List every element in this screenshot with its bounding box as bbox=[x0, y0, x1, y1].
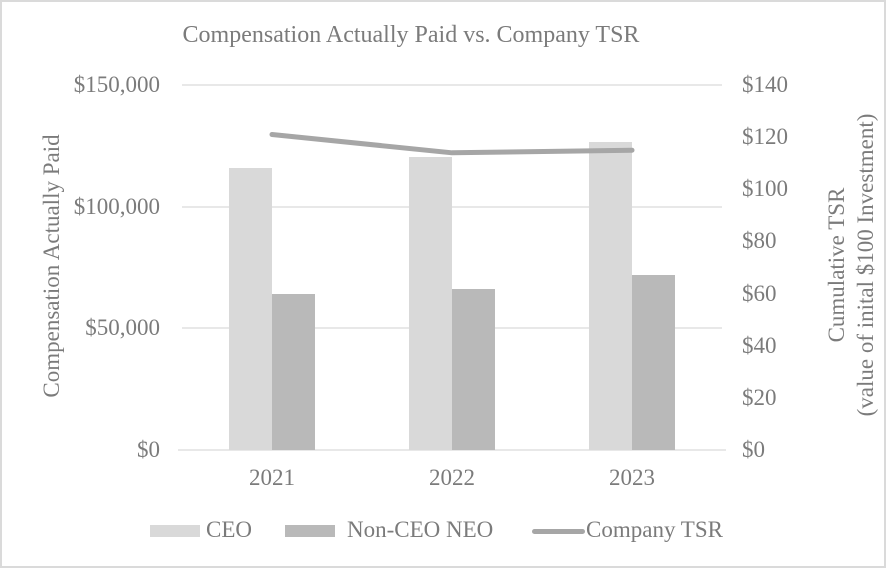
right-axis-title-line1: Cumulative TSR bbox=[824, 187, 849, 343]
right-axis-tick-label: $20 bbox=[742, 384, 777, 410]
right-axis-tick-label: $100 bbox=[742, 176, 788, 202]
bar-ceo-2023 bbox=[589, 142, 632, 450]
left-axis-tick-label: $100,000 bbox=[73, 193, 160, 219]
gridline bbox=[182, 205, 722, 208]
right-axis-tick-label: $60 bbox=[742, 280, 777, 306]
left-axis-title: Compensation Actually Paid bbox=[39, 134, 64, 398]
left-axis-tick-label: $50,000 bbox=[85, 315, 160, 341]
chart-title: Compensation Actually Paid vs. Company T… bbox=[182, 22, 640, 48]
x-axis-label-2021: 2021 bbox=[249, 465, 295, 490]
x-axis-line bbox=[178, 449, 726, 451]
right-axis-title: Cumulative TSR (value of inital $100 Inv… bbox=[822, 114, 880, 417]
left-axis-tick-label: $0 bbox=[137, 437, 160, 462]
bar-non-ceo-neo-2021 bbox=[272, 294, 315, 450]
right-axis-tick-label: $40 bbox=[742, 332, 777, 358]
bar-ceo-2021 bbox=[229, 167, 272, 450]
gridline bbox=[182, 84, 722, 86]
company-tsr-line bbox=[269, 132, 635, 156]
legend-label-non-ceo-neo: Non-CEO NEO bbox=[347, 517, 494, 542]
left-axis-tick-label: $150,000 bbox=[73, 72, 160, 97]
bar-ceo-2022 bbox=[409, 156, 452, 450]
right-axis-tick-label: $80 bbox=[742, 228, 777, 254]
legend-swatch-ceo bbox=[150, 525, 200, 537]
right-axis-title-line2: (value of inital $100 Investment) bbox=[853, 113, 878, 417]
right-axis-tick-label: $120 bbox=[742, 124, 788, 150]
bar-non-ceo-neo-2023 bbox=[632, 274, 675, 450]
legend-swatch-non-ceo-neo bbox=[285, 525, 335, 537]
bar-non-ceo-neo-2022 bbox=[452, 289, 495, 450]
right-axis-tick-label: $140 bbox=[742, 72, 788, 97]
legend-label-ceo: CEO bbox=[206, 517, 252, 542]
x-axis-label-2022: 2022 bbox=[429, 465, 475, 490]
legend-label-company-tsr: Company TSR bbox=[586, 517, 723, 542]
legend-swatch-company-tsr bbox=[532, 529, 585, 534]
right-axis-tick-label: $0 bbox=[742, 437, 765, 462]
x-axis-label-2023: 2023 bbox=[609, 465, 655, 490]
